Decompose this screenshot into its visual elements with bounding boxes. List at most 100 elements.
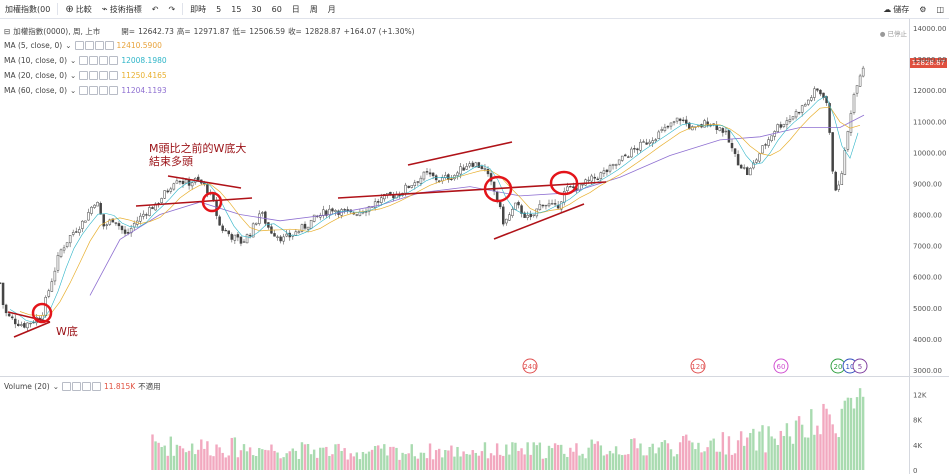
interval-5[interactable]: 5 [216, 4, 222, 14]
candle-body [474, 162, 478, 167]
volume-bar [688, 440, 691, 470]
undo-button[interactable]: ↶ [147, 0, 164, 18]
volume-bar [328, 455, 331, 470]
candle-body [282, 236, 285, 242]
volume-bar [511, 442, 514, 470]
interval-realtime[interactable]: 即時 [190, 4, 207, 14]
candle-body [117, 223, 121, 227]
ma-legend-5[interactable]: MA (5, close, 0) ⌄ 12410.5900 [4, 41, 162, 50]
volume-bar [593, 443, 596, 470]
volume-axis: 12K 8K 4K 0 [913, 391, 927, 474]
volume-bar [285, 453, 288, 470]
collapse-icon[interactable]: ⊟ [4, 27, 11, 36]
candle-body [407, 185, 410, 188]
indicators-button[interactable]: ⌁ 技術指標 [97, 0, 147, 18]
candle-body [688, 122, 691, 130]
volume-bar [245, 451, 249, 470]
marker-240: 240 [523, 363, 536, 371]
candle-body [742, 167, 746, 169]
candle-body [10, 316, 14, 319]
volume-bar [169, 436, 172, 470]
candle-body [7, 313, 11, 317]
volume-tick-label: 0 [913, 467, 917, 474]
candle-body [221, 225, 224, 231]
ma-legend-10[interactable]: MA (10, close, 0) ⌄ 12008.1980 [4, 56, 167, 65]
volume-bar [416, 458, 420, 470]
volume-bar [166, 455, 169, 470]
interval-week[interactable]: 周 [309, 4, 318, 14]
volume-bar [831, 424, 834, 470]
marker-10: 10 [846, 363, 855, 371]
volume-bar [471, 450, 474, 470]
compare-button[interactable]: ⊕ 比較 [60, 0, 96, 18]
interval-15[interactable]: 15 [231, 4, 242, 14]
save-label: 儲存 [893, 4, 910, 14]
volume-bar [614, 446, 618, 470]
settings-button[interactable]: ⚙ [914, 0, 931, 18]
volume-bar [849, 397, 853, 470]
candle-body [520, 205, 523, 214]
candle-body [468, 163, 471, 167]
volume-bar [398, 459, 401, 470]
volume-bar [782, 435, 786, 470]
volume-bar [517, 450, 520, 470]
moving-averages [9, 95, 865, 323]
candle-body [145, 214, 148, 216]
volume-bar [596, 441, 599, 470]
candle-body [703, 120, 706, 128]
save-button[interactable]: ☁ 儲存 [878, 0, 914, 18]
volume-legend[interactable]: Volume (20) ⌄ 11.815K 不適用 [4, 382, 161, 391]
annotation-m-top: M頭比之前的W底大 [149, 141, 246, 155]
ma-legend-20[interactable]: MA (20, close, 0) ⌄ 11250.4165 [4, 71, 167, 80]
candle-body [721, 128, 725, 133]
volume-bar [190, 443, 194, 470]
candle-body [746, 167, 749, 176]
redo-button[interactable]: ↷ [163, 0, 180, 18]
volume-bar [855, 397, 859, 470]
volume-bar [160, 446, 163, 470]
candle-body [258, 213, 261, 224]
volume-bar [682, 435, 685, 470]
volume-bar [505, 444, 508, 470]
candle-body [380, 197, 383, 203]
volume-bar [352, 456, 355, 470]
candle-body [566, 186, 569, 192]
y-tick-label: 6000.00 [913, 274, 942, 282]
y-tick-label: 9000.00 [913, 180, 942, 188]
snapshot-button[interactable]: ◫ [931, 0, 949, 18]
candle-body [245, 234, 249, 244]
volume-bar [657, 447, 660, 470]
candle-body [666, 125, 670, 128]
volume-bar [377, 445, 380, 470]
interval-month[interactable]: 月 [327, 4, 336, 14]
candle-body [169, 188, 173, 192]
candle-body [84, 220, 87, 223]
candle-body [819, 89, 822, 95]
candle-body [93, 204, 96, 208]
volume-bar [861, 396, 865, 470]
symbol-selector[interactable]: 加權指數(00 [0, 0, 55, 18]
interval-day[interactable]: 日 [291, 4, 300, 14]
ma-legend-60[interactable]: MA (60, close, 0) ⌄ 11204.1193 [4, 86, 167, 95]
candle-body [471, 162, 474, 167]
camera-icon: ◫ [936, 4, 944, 14]
volume-bar [523, 454, 526, 470]
volume-bar [532, 442, 535, 470]
candle-body [224, 229, 227, 232]
volume-bar [242, 444, 246, 470]
circle-breakout [549, 170, 579, 196]
volume-bar [306, 444, 310, 470]
volume-bar [706, 447, 709, 470]
candle-body [630, 148, 633, 158]
candle-body [142, 213, 145, 217]
candle-body [78, 229, 81, 233]
candle-body [553, 203, 557, 205]
volume-bar [794, 420, 798, 470]
interval-30[interactable]: 30 [251, 4, 262, 14]
candle-body [492, 181, 496, 192]
interval-60[interactable]: 60 [271, 4, 282, 14]
candle-body [648, 141, 651, 144]
candle-body [114, 222, 118, 224]
marker-20: 20 [834, 363, 843, 371]
